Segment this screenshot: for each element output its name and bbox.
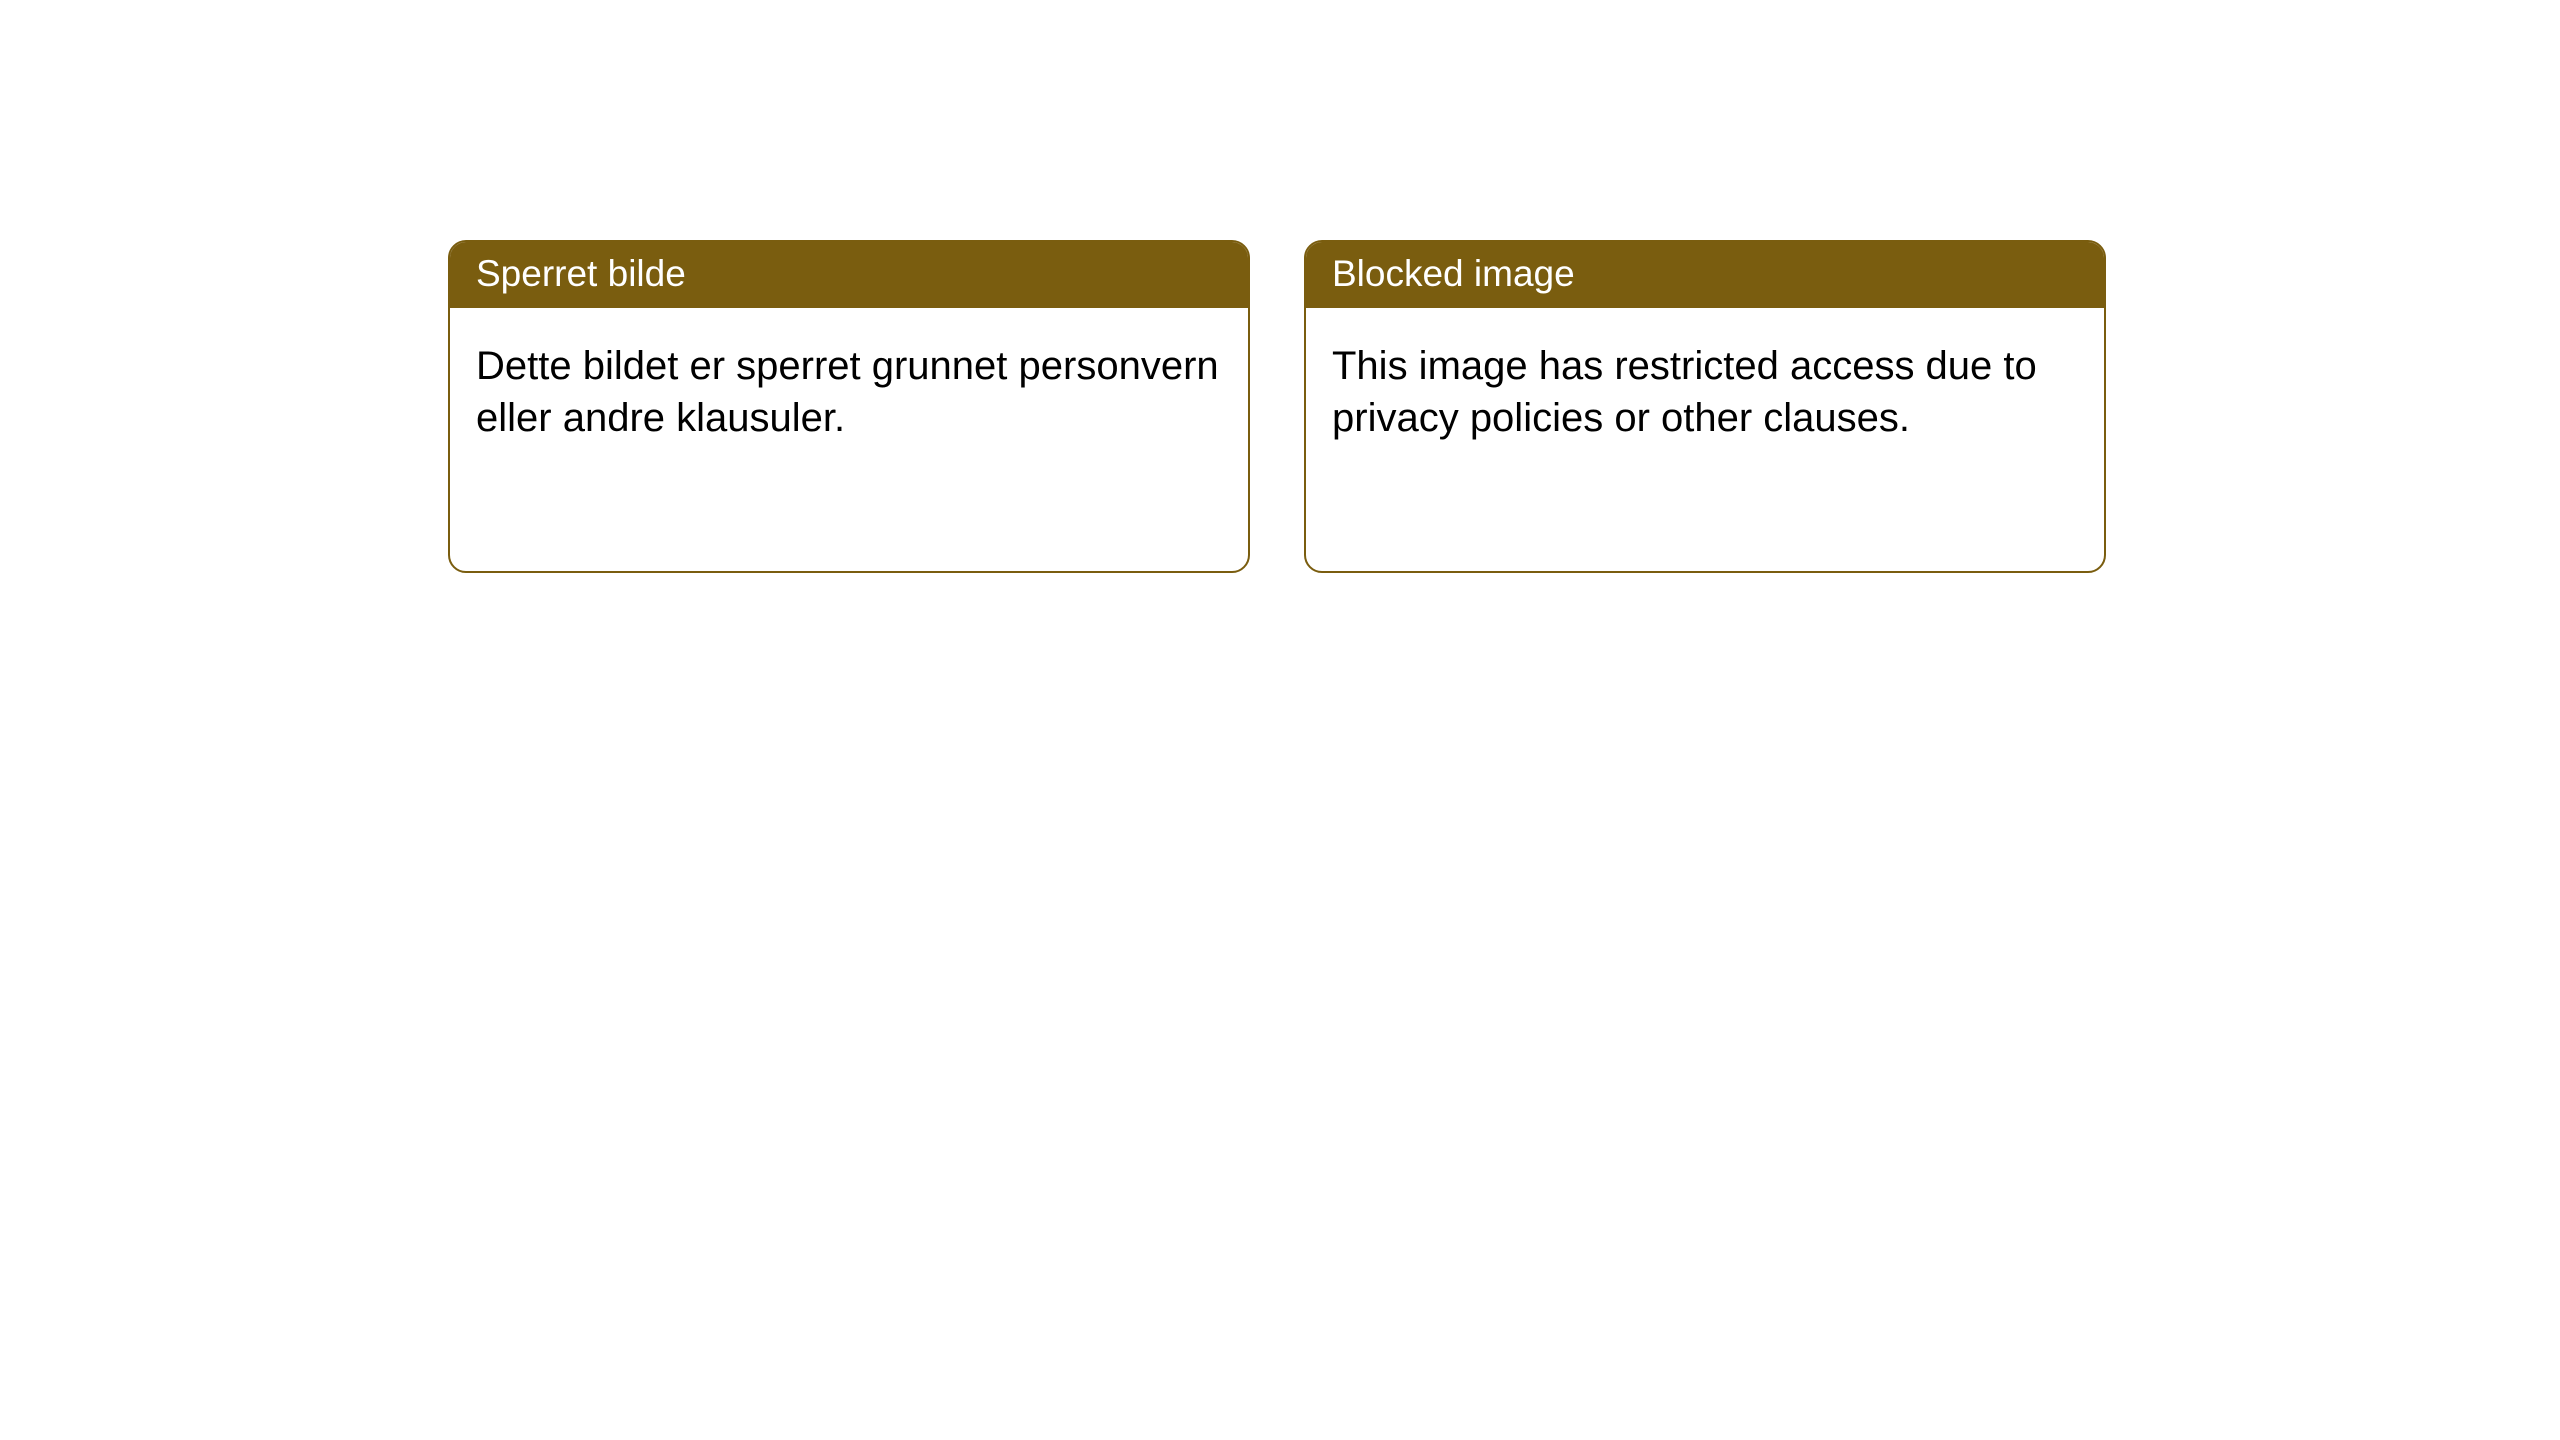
- card-header: Blocked image: [1306, 242, 2104, 308]
- notice-container: Sperret bilde Dette bildet er sperret gr…: [0, 0, 2560, 573]
- blocked-image-card-no: Sperret bilde Dette bildet er sperret gr…: [448, 240, 1250, 573]
- card-body-text: Dette bildet er sperret grunnet personve…: [450, 308, 1248, 470]
- blocked-image-card-en: Blocked image This image has restricted …: [1304, 240, 2106, 573]
- card-header: Sperret bilde: [450, 242, 1248, 308]
- card-body-text: This image has restricted access due to …: [1306, 308, 2104, 470]
